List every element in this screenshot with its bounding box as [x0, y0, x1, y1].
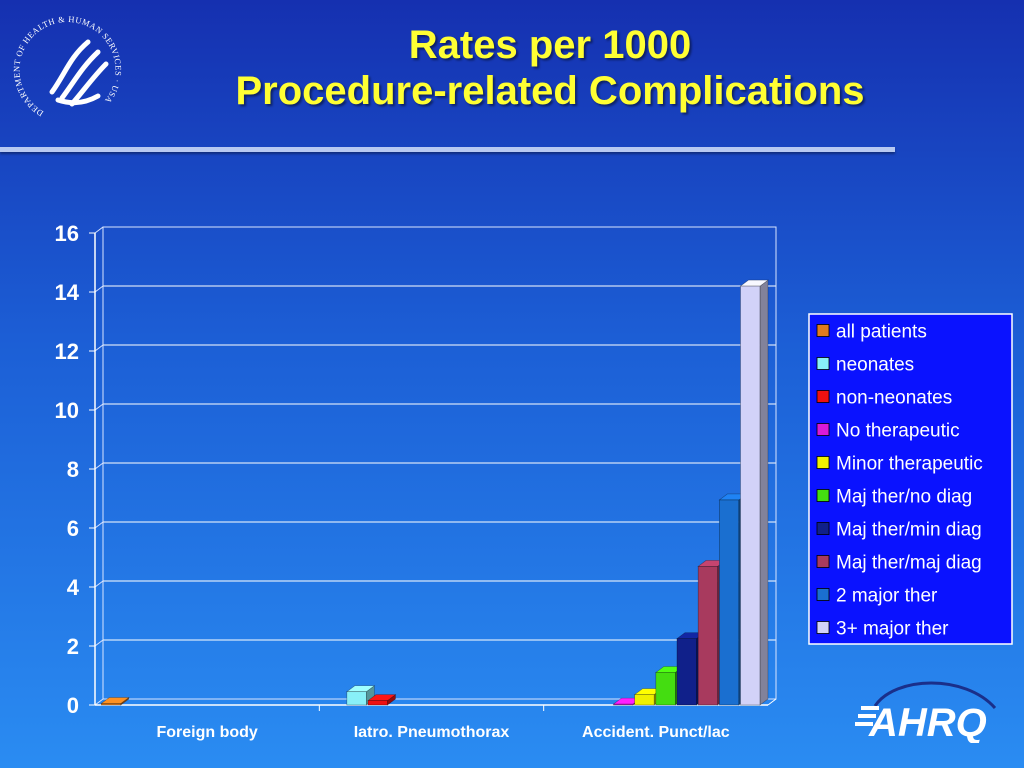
ahrq-logo: AHRQ — [855, 681, 997, 743]
legend-swatch — [816, 324, 830, 337]
bar — [100, 696, 130, 706]
y-tick-label: 0 — [67, 693, 79, 718]
title-line-2: Procedure-related Complications — [235, 69, 865, 113]
legend-swatch — [816, 555, 830, 568]
bar — [367, 693, 397, 706]
legend-swatch — [816, 357, 830, 370]
gridline-depth — [94, 639, 104, 647]
gridline-depth — [94, 226, 104, 234]
legend-box — [808, 313, 1013, 645]
legend-item: all patients — [816, 322, 927, 343]
legend-item: non-neonates — [816, 388, 952, 409]
y-tick-label: 4 — [67, 575, 80, 600]
y-tick-label: 2 — [67, 634, 79, 659]
y-tick-label: 10 — [55, 398, 79, 423]
y-tick-label: 16 — [55, 221, 79, 246]
ahrq-wordmark: AHRQ — [868, 701, 987, 743]
y-tick-label: 12 — [55, 339, 79, 364]
legend-swatch — [816, 522, 830, 535]
legend-item: 2 major ther — [816, 586, 938, 607]
legend-item: Maj ther/maj diag — [816, 553, 982, 574]
y-tick-label: 6 — [67, 516, 79, 541]
legend-swatch — [816, 423, 830, 436]
title-divider — [0, 147, 895, 152]
x-category-label: Foreign body — [157, 724, 258, 741]
eagle-profile-icon — [49, 39, 109, 107]
legend-swatch — [816, 489, 830, 502]
chart-gridlines — [94, 226, 776, 706]
hhs-seal-logo: DEPARTMENT OF HEALTH & HUMAN SERVICES · … — [11, 14, 123, 119]
gridline-depth — [94, 403, 104, 411]
legend-label: Minor therapeutic — [836, 454, 983, 475]
floor-edge — [767, 698, 777, 706]
legend-item: No therapeutic — [816, 421, 960, 442]
plot-area — [102, 226, 777, 700]
x-category-label: Accident. Punct/lac — [582, 724, 730, 741]
legend-item: 3+ major ther — [816, 619, 949, 640]
legend-item: Maj ther/no diag — [816, 487, 972, 508]
gridline-depth — [94, 344, 104, 352]
y-tick-label: 14 — [55, 280, 80, 305]
gridline-depth — [94, 698, 104, 706]
legend-swatch — [816, 456, 830, 469]
legend-label: neonates — [836, 355, 914, 376]
gridline-depth — [94, 285, 104, 293]
legend-label: Maj ther/no diag — [836, 487, 972, 508]
bar — [345, 685, 376, 706]
chart-axes: 0 2 4 6 8 10 12 14 16 Foreign body Iatro. Pneumoth… — [55, 221, 777, 741]
x-category-label: Iatro. Pneumothorax — [354, 724, 510, 741]
title-line-1: Rates per 1000 — [408, 23, 692, 67]
gridline-depth — [94, 580, 104, 588]
gridline-depth — [94, 521, 104, 529]
legend-swatch — [816, 621, 830, 634]
legend-label: 3+ major ther — [836, 619, 949, 640]
legend-swatch — [816, 588, 830, 601]
chart-legend: all patients neonates non-neonates No thera… — [808, 313, 1013, 645]
legend-item: Minor therapeutic — [816, 454, 983, 475]
legend-label: Maj ther/maj diag — [836, 553, 982, 574]
legend-item: Maj ther/min diag — [816, 520, 982, 541]
slide-title: Rates per 1000 Procedure-related Complic… — [130, 22, 970, 114]
legend-label: non-neonates — [836, 388, 952, 409]
ahrq-swoosh-icon — [873, 681, 997, 709]
bar — [739, 279, 769, 706]
legend-item: neonates — [816, 355, 914, 376]
legend-label: No therapeutic — [836, 421, 960, 442]
y-tick-label: 8 — [67, 457, 79, 482]
legend-label: all patients — [836, 322, 927, 343]
legend-label: Maj ther/min diag — [836, 520, 982, 541]
legend-label: 2 major ther — [836, 586, 938, 607]
gridline-depth — [94, 462, 104, 470]
ahrq-stripes-icon — [855, 706, 879, 726]
chart-bars — [100, 279, 769, 706]
legend-swatch — [816, 390, 830, 403]
